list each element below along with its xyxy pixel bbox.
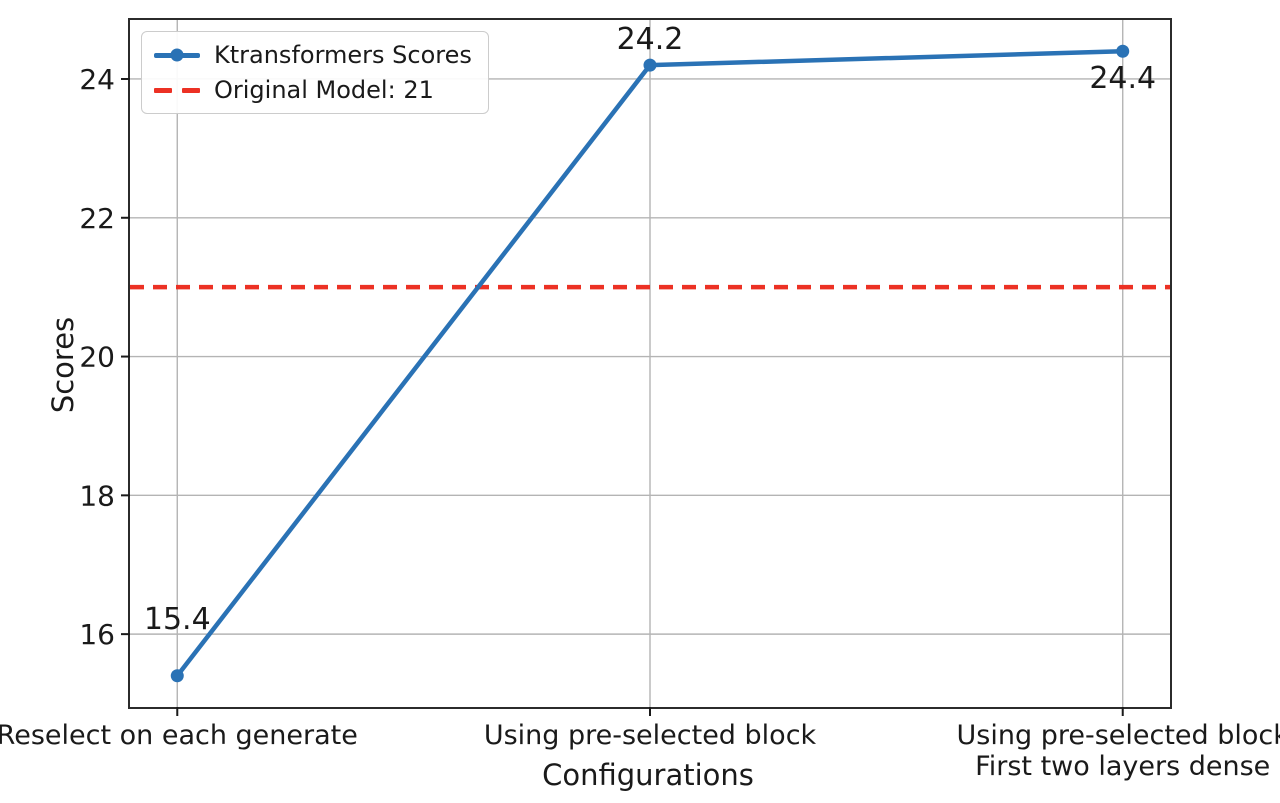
legend-item-series: Ktransformers Scores bbox=[154, 41, 472, 69]
y-tick-label: 24 bbox=[79, 63, 115, 96]
y-axis-title: Scores bbox=[46, 316, 80, 414]
y-tick-label: 16 bbox=[79, 618, 115, 651]
reference-dash-sample-icon bbox=[154, 87, 200, 93]
series-line-sample-icon bbox=[154, 48, 200, 62]
annotation-label: 24.2 bbox=[617, 22, 684, 57]
legend-reference-label: Original Model: 21 bbox=[214, 76, 434, 104]
annotation-label: 24.4 bbox=[1089, 61, 1156, 96]
data-point-marker bbox=[643, 58, 657, 72]
chart-canvas: 16 18 20 22 24 Reselect on each generate Using… bbox=[0, 20, 1280, 782]
x-tick-label: Using pre-selected block First two layers… bbox=[957, 720, 1280, 782]
legend: Ktransformers Scores Original Model: 21 bbox=[141, 31, 489, 114]
data-point-marker bbox=[170, 669, 184, 683]
legend-item-reference: Original Model: 21 bbox=[154, 76, 472, 104]
x-axis-title: Configurations bbox=[542, 758, 754, 792]
y-tick-label: 22 bbox=[79, 202, 115, 235]
annotation-label: 15.4 bbox=[144, 602, 211, 637]
y-tick-label: 18 bbox=[79, 479, 115, 512]
plot-area: 16 18 20 22 24 Reselect on each generate Using… bbox=[0, 18, 1280, 782]
legend-series-label: Ktransformers Scores bbox=[214, 41, 472, 69]
x-tick-label: Using pre-selected block bbox=[484, 720, 817, 751]
series-marker-icon bbox=[170, 48, 184, 62]
x-tick-label: Reselect on each generate bbox=[0, 720, 358, 751]
data-point-marker bbox=[1116, 44, 1130, 58]
y-tick-label: 20 bbox=[79, 341, 115, 374]
